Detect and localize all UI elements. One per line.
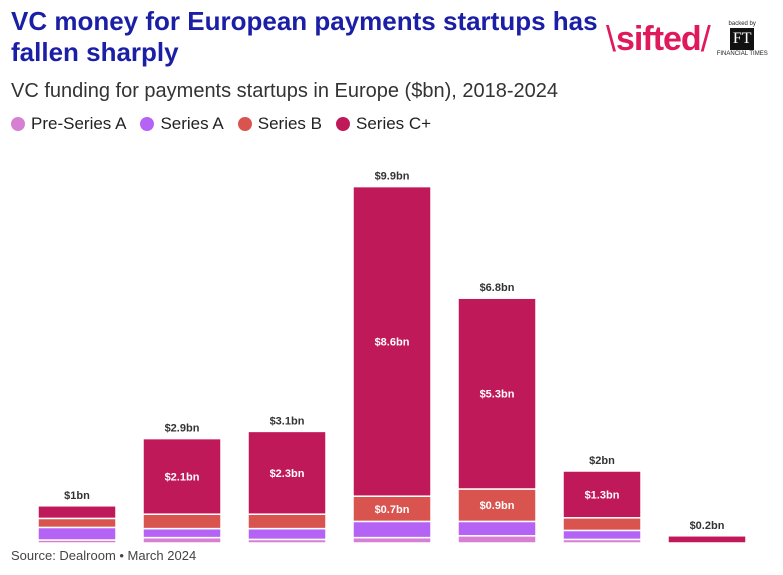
ft-badge: backed by FT FINANCIAL TIMES: [716, 21, 768, 57]
source-note: Source: Dealroom • March 2024: [11, 548, 197, 563]
logo-text: sifted: [616, 19, 702, 58]
sifted-logo: \ sifted / backed by FT FINANCIAL TIMES: [606, 18, 768, 59]
legend-item-series-b: Series B: [237, 114, 322, 134]
total-label: $9.9bn: [375, 171, 410, 183]
legend-item-series-c-plus: Series C+: [336, 114, 431, 134]
segment-label: $8.6bn: [375, 336, 410, 348]
bar-segment-pre-series-a-2022: [457, 535, 537, 544]
bar-segment-series-c--2018: [37, 505, 117, 520]
legend-swatch: [11, 117, 25, 131]
legend-swatch: [237, 117, 252, 131]
bar-segment-series-c--2019: [142, 437, 222, 515]
segment-label: $1.3bn: [585, 489, 620, 501]
total-label: $6.8bn: [480, 282, 515, 294]
segment-label: $0.9bn: [480, 500, 515, 512]
legend-item-pre-series-a: Pre-Series A: [11, 114, 126, 134]
legend: Pre-Series A Series A Series B Series C+: [11, 114, 431, 134]
bar-segment-series-c--2022: [457, 297, 537, 490]
segment-label: $2.1bn: [165, 471, 200, 483]
legend-label: Pre-Series A: [31, 114, 127, 133]
total-label: $0.2bn: [690, 520, 725, 532]
legend-label: Series A: [160, 114, 224, 133]
bar-segment-series-b-2023: [562, 517, 642, 532]
legend-label: Series B: [257, 114, 322, 133]
bar-segment-series-c--2020: [247, 430, 327, 515]
total-label: $3.1bn: [270, 415, 305, 427]
bar-segment-series-c--2023: [562, 470, 642, 519]
chart-title: VC money for European payments startups …: [11, 6, 598, 67]
total-label: $2.9bn: [165, 423, 200, 435]
bar-segment-pre-series-a-2021: [352, 536, 432, 544]
total-label: $2bn: [589, 455, 615, 467]
segment-label: $5.3bn: [480, 389, 515, 401]
legend-swatch: [140, 117, 155, 131]
legend-label: Series C+: [356, 114, 432, 133]
segment-label: $0.7bn: [375, 504, 410, 516]
legend-swatch: [336, 117, 350, 131]
bar-segment-series-a-2021: [352, 520, 432, 539]
bar-segment-series-b-2018: [37, 517, 117, 529]
chart-subtitle: VC funding for payments startups in Euro…: [11, 80, 558, 102]
bar-segment-pre-series-a-2019: [142, 536, 222, 544]
bar-segment-series-a-2022: [457, 520, 537, 537]
bar-segment-series-c--2021: [352, 185, 432, 497]
bar-segment-series-c--2024: [667, 535, 747, 544]
bar-segment-series-b-2020: [247, 513, 327, 530]
bar-segment-series-a-2020: [247, 527, 327, 541]
total-label: $1bn: [64, 490, 90, 502]
bar-segment-series-b-2022: [457, 488, 537, 523]
bar-segment-series-a-2018: [37, 526, 117, 541]
bar-segment-series-a-2023: [562, 529, 642, 541]
bar-segment-series-a-2019: [142, 527, 222, 539]
segment-label: $2.3bn: [270, 468, 305, 480]
legend-item-series-a: Series A: [140, 114, 224, 134]
bar-segment-series-b-2019: [142, 513, 222, 530]
